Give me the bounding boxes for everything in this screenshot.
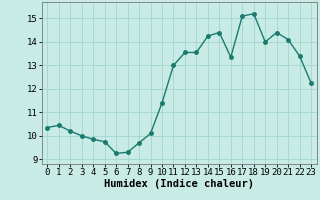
X-axis label: Humidex (Indice chaleur): Humidex (Indice chaleur) (104, 179, 254, 189)
